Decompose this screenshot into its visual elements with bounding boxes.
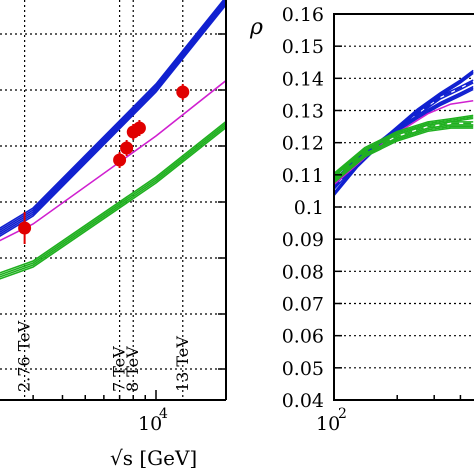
left-x-tick-label: 10 4 bbox=[138, 406, 168, 435]
energy-label: 7 TeV bbox=[110, 346, 129, 392]
left-curve bbox=[0, 1, 226, 236]
y-tick-label: 0.13 bbox=[282, 101, 324, 123]
left-curve bbox=[0, 124, 226, 278]
y-tick-label: 0.06 bbox=[282, 326, 324, 348]
right-curve bbox=[334, 72, 474, 197]
data-point bbox=[132, 120, 146, 136]
point-marker bbox=[18, 221, 32, 235]
x-axis-title: √s [GeV] bbox=[110, 446, 197, 470]
right-curve bbox=[334, 124, 474, 181]
data-point bbox=[120, 140, 134, 156]
left-ticks bbox=[32, 33, 226, 400]
left-curve bbox=[0, 126, 226, 280]
left-curve bbox=[0, 0, 226, 232]
left-curve bbox=[0, 79, 226, 242]
left-curve bbox=[0, 120, 226, 274]
y-tick-label: 0.07 bbox=[282, 294, 324, 316]
left-curve bbox=[0, 122, 226, 276]
right-curve bbox=[334, 127, 474, 184]
right-curve bbox=[334, 121, 474, 178]
right-curve bbox=[334, 116, 474, 176]
right-curve bbox=[334, 122, 474, 179]
point-marker bbox=[120, 141, 134, 155]
y-tick-label: 0.14 bbox=[282, 68, 324, 90]
y-tick-label: 0.1 bbox=[294, 197, 324, 219]
right-curve bbox=[334, 71, 474, 195]
y-tick-label: 0.12 bbox=[282, 133, 324, 155]
point-marker bbox=[132, 121, 146, 135]
energy-label: 8 TeV bbox=[123, 346, 142, 392]
x-tick-exp: 2 bbox=[338, 406, 347, 422]
x-tick-base: 10 bbox=[138, 413, 162, 435]
right-panel: 0.04 0.05 0.06 0.07 0.08 0.09 0.1 0.11 0.12 0.13 0… bbox=[249, 4, 474, 435]
right-curve bbox=[334, 125, 474, 182]
right-curve bbox=[334, 114, 474, 174]
left-curve bbox=[0, 3, 226, 238]
left-curve bbox=[0, 0, 225, 230]
y-tick-label: 0.15 bbox=[282, 36, 324, 58]
left-data-points bbox=[18, 84, 190, 244]
right-curve bbox=[334, 80, 474, 189]
data-point bbox=[18, 212, 32, 244]
y-tick-label: 0.08 bbox=[282, 261, 324, 283]
right-y-tick-labels: 0.04 0.05 0.06 0.07 0.08 0.09 0.1 0.11 0.12 0.13 0… bbox=[282, 4, 324, 412]
y-tick-label: 0.11 bbox=[282, 165, 324, 187]
point-marker bbox=[176, 85, 190, 99]
x-tick-base: 10 bbox=[316, 413, 340, 435]
left-gridlines bbox=[0, 0, 226, 400]
data-point bbox=[176, 84, 190, 100]
right-curves bbox=[334, 69, 474, 197]
point-marker bbox=[113, 153, 127, 167]
right-ticks bbox=[333, 13, 462, 401]
right-x-tick-label: 10 2 bbox=[316, 406, 347, 435]
y-tick-label: 0.09 bbox=[282, 229, 324, 251]
left-curves bbox=[0, 0, 226, 280]
data-point bbox=[113, 152, 127, 168]
right-gridlines bbox=[334, 45, 474, 369]
energy-label: 13 TeV bbox=[173, 336, 192, 392]
energy-label: 2.76 TeV bbox=[15, 320, 34, 392]
y-axis-title: ρ bbox=[249, 15, 263, 40]
y-tick-label: 0.04 bbox=[282, 390, 324, 412]
x-tick-exp: 4 bbox=[159, 406, 168, 422]
y-tick-label: 0.16 bbox=[282, 4, 324, 26]
left-curve bbox=[0, 0, 226, 234]
y-tick-label: 0.05 bbox=[282, 358, 324, 380]
